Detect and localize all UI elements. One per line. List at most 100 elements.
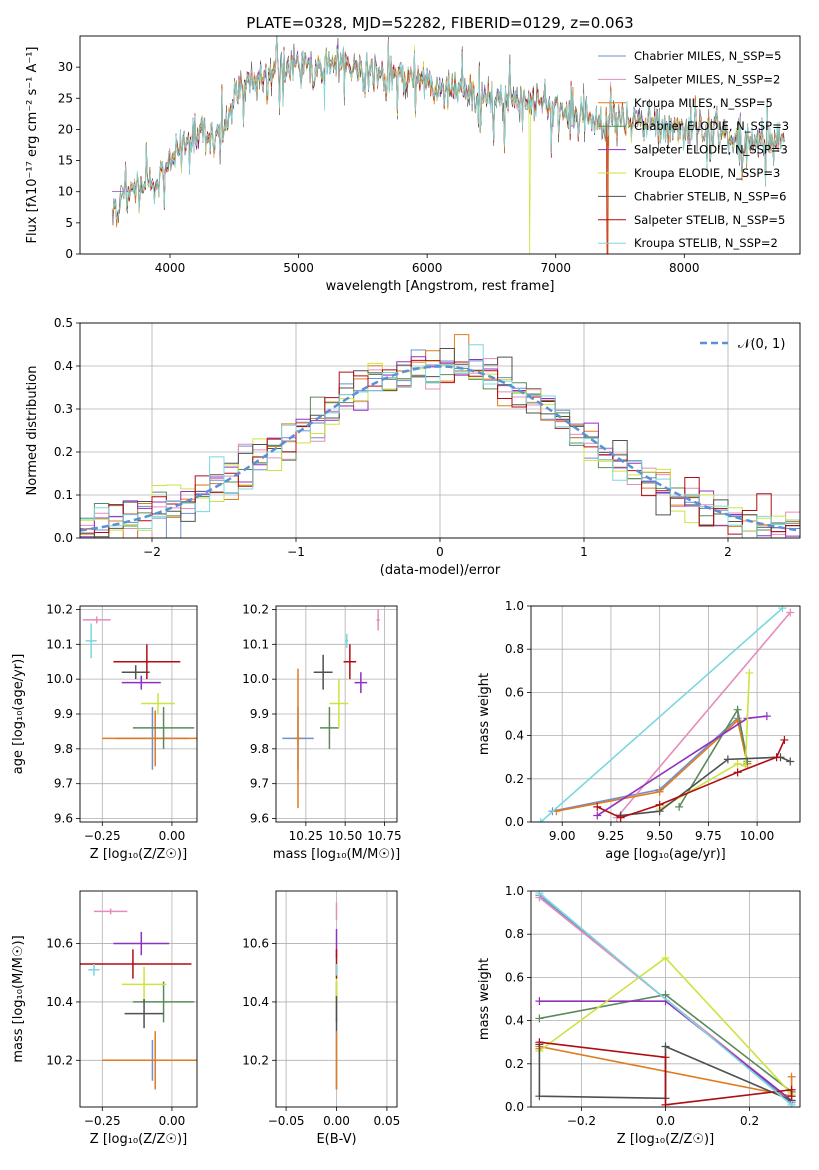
x-axis-label: age [log₁₀(age/yr)]: [605, 847, 726, 862]
legend-label: Kroupa ELODIE, N_SSP=3: [634, 166, 780, 180]
weight-line: [596, 739, 786, 819]
legend-label: Kroupa STELIB, N_SSP=2: [634, 236, 778, 250]
y-tick-label: 0.1: [54, 488, 73, 502]
y-tick-label: 0.0: [505, 815, 524, 829]
x-tick-label: 2: [724, 545, 732, 559]
age_vs_mass-frame: [275, 605, 398, 823]
age_vs_Z-points: [82, 616, 197, 770]
residuals-frame: [79, 322, 801, 539]
weight_vs_age-axes: 9.00 9.25 9.50 9.75 10.00 0.0 0.2 0.4 0.6 0.8 1.0: [505, 599, 800, 843]
y-tick-label: 10.4: [46, 995, 73, 1009]
x-tick-label: 0.2: [740, 1114, 759, 1128]
y-tick-label: 5: [65, 216, 73, 230]
weight-marker: [661, 1053, 670, 1062]
y-tick-label: 15: [58, 154, 73, 168]
y-tick-label: 10.0: [46, 672, 73, 686]
y-tick-label: 10.1: [242, 637, 269, 651]
x-tick-label: 9.50: [646, 829, 673, 843]
y-tick-label: 9.7: [250, 777, 269, 791]
legend-label: Salpeter STELIB, N_SSP=5: [634, 213, 785, 227]
y-tick-label: 10.6: [242, 937, 269, 951]
y-axis-label: Flux [fλ10⁻¹⁷ erg cm⁻² s⁻¹ A⁻¹]: [25, 47, 40, 244]
mass_vs_Z-points: [80, 908, 197, 1090]
y-tick-label: 10.6: [46, 937, 73, 951]
legend-label: Chabrier ELODIE, N_SSP=3: [634, 119, 789, 133]
weight-marker: [655, 800, 664, 809]
x-tick-label: 5000: [283, 261, 314, 275]
legend-label: Chabrier STELIB, N_SSP=6: [634, 189, 786, 203]
mass_vs_ebv-frame: [275, 890, 398, 1108]
age_vs_Z-axes: −0.25 0.00 9.6 9.7 9.8 9.9 10.0 10.1 10.2: [46, 602, 197, 843]
weight_vs_age-lines: [536, 606, 795, 822]
y-tick-label: 0.8: [505, 927, 524, 941]
gaussian-reference-curve: [80, 365, 800, 532]
y-tick-label: 0.2: [54, 445, 73, 459]
weight-marker: [535, 1092, 544, 1101]
age_vs_mass-axes: 10.25 10.50 10.75 9.6 9.7 9.8 9.9 10.0 10.1 10.2: [242, 602, 401, 843]
weight-marker: [616, 813, 625, 822]
y-tick-label: 0.4: [505, 729, 524, 743]
y-tick-label: 0: [65, 247, 73, 261]
x-tick-label: 8000: [669, 261, 700, 275]
x-tick-label: 0.0: [656, 1114, 675, 1128]
x-tick-label: 10.25: [289, 829, 323, 843]
weight-marker: [593, 802, 602, 811]
y-tick-label: 30: [58, 60, 73, 74]
y-tick-label: 9.9: [250, 707, 269, 721]
weight-marker: [535, 891, 544, 898]
y-tick-label: 9.9: [54, 707, 73, 721]
x-tick-label: −0.05: [268, 1114, 305, 1128]
y-tick-label: 10.2: [46, 1053, 73, 1067]
weight-marker: [745, 668, 754, 677]
x-axis-label: Z [log₁₀(Z/Z☉)]: [90, 1132, 187, 1147]
legend-label: Kroupa MILES, N_SSP=5: [634, 96, 773, 110]
mass_vs_ebv-axes: −0.05 0.00 0.05 10.2 10.4 10.6: [242, 891, 400, 1128]
age_vs_Z-frame: [79, 605, 198, 823]
legend-label: Chabrier MILES, N_SSP=5: [634, 49, 781, 63]
y-axis-label: mass weight: [477, 958, 492, 1040]
y-tick-label: 9.7: [54, 777, 73, 791]
weight-marker: [661, 1042, 670, 1051]
y-tick-label: 0.4: [54, 359, 73, 373]
x-tick-label: 0.00: [323, 1114, 350, 1128]
weight-marker: [655, 787, 664, 796]
weight-marker: [780, 735, 789, 744]
weight_vs_Z-axes: −0.2 0.0 0.2 0.0 0.2 0.4 0.6 0.8 1.0: [505, 884, 800, 1128]
figure-title: PLATE=0328, MJD=52282, FIBERID=0129, z=0…: [246, 14, 633, 32]
y-axis-label: mass [log₁₀(M/M☉)]: [11, 935, 26, 1062]
y-tick-label: 0.0: [505, 1100, 524, 1114]
x-axis-label: wavelength [Angstrom, rest frame]: [326, 279, 555, 294]
x-tick-label: 7000: [540, 261, 571, 275]
x-tick-label: 9.75: [695, 829, 722, 843]
x-axis-label: (data-model)/error: [380, 563, 501, 578]
x-axis-label: E(B-V): [316, 1132, 356, 1147]
y-tick-label: 0.0: [54, 531, 73, 545]
weight-marker: [535, 1014, 544, 1023]
x-tick-label: 0: [436, 545, 444, 559]
weight-line: [659, 672, 751, 810]
y-tick-label: 0.8: [505, 642, 524, 656]
weight-marker: [535, 1038, 544, 1047]
x-tick-label: 6000: [412, 261, 443, 275]
x-tick-label: 1: [580, 545, 588, 559]
y-axis-label: age [log₁₀(age/yr)]: [11, 654, 26, 775]
weight-line: [538, 892, 793, 1106]
weight-marker: [786, 608, 795, 617]
weight-marker: [661, 1100, 670, 1107]
y-tick-label: 10.0: [242, 672, 269, 686]
y-axis-label: mass weight: [477, 673, 492, 755]
y-axis-label: Normed distribution: [25, 366, 40, 496]
weight-marker: [787, 1100, 796, 1107]
legend-label: Salpeter ELODIE, N_SSP=3: [634, 143, 788, 157]
x-tick-label: 0.00: [159, 1114, 186, 1128]
weight-marker: [733, 768, 742, 777]
x-tick-label: 9.25: [598, 829, 625, 843]
spectrum-line-8: [111, 36, 785, 220]
weight-marker: [661, 953, 670, 962]
x-tick-label: 4000: [155, 261, 186, 275]
y-tick-label: 0.5: [54, 316, 73, 330]
y-tick-label: 10.2: [46, 602, 73, 616]
age_vs_mass-points: [282, 609, 380, 809]
weight-marker: [778, 606, 787, 613]
